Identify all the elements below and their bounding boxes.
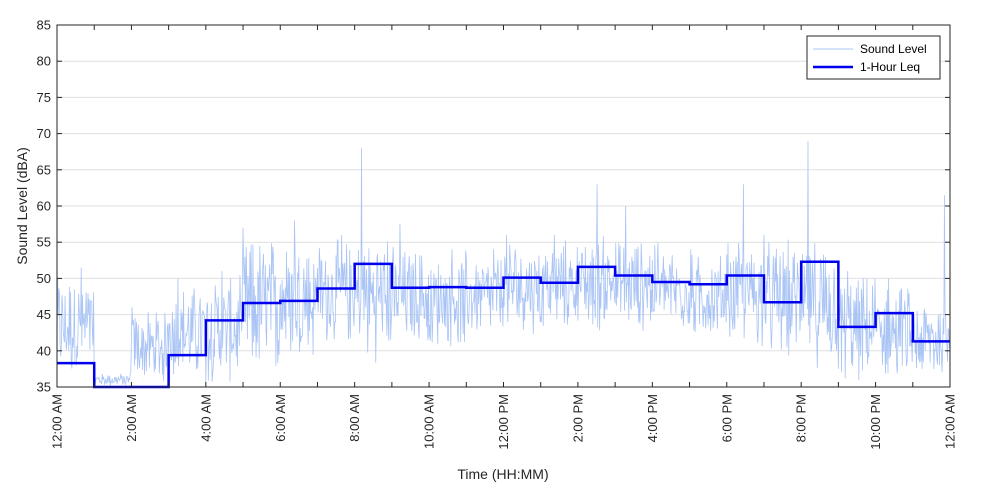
x-tick-label: 12:00 AM xyxy=(50,394,65,449)
x-tick-label: 6:00 AM xyxy=(273,394,288,442)
y-axis-label: Sound Level (dBA) xyxy=(14,147,30,265)
sound-level-series xyxy=(56,140,950,386)
y-tick-label: 55 xyxy=(37,235,51,250)
y-tick-label: 45 xyxy=(37,307,51,322)
y-tick-label: 40 xyxy=(37,343,51,358)
x-tick-label: 6:00 PM xyxy=(719,394,734,442)
axis-layer: 35 40 45 50 55 60 65 70 75 80 85 12:00 AM 2:00 AM 4:0… xyxy=(37,18,958,450)
x-tick-label: 10:00 PM xyxy=(868,394,883,450)
y-tick-label: 85 xyxy=(37,18,51,33)
leq-series xyxy=(57,260,950,389)
x-tick-label: 8:00 AM xyxy=(347,394,362,442)
y-tick-label: 80 xyxy=(37,54,51,69)
x-tick-label: 2:00 PM xyxy=(570,394,585,442)
legend-box xyxy=(806,35,941,80)
x-tick-label: 12:00 PM xyxy=(496,394,511,450)
x-tick-label: 10:00 AM xyxy=(422,394,437,449)
legend-label-sound-level: Sound Level xyxy=(860,42,927,56)
legend: Sound Level 1-Hour Leq xyxy=(806,35,941,80)
x-tick-label: 4:00 PM xyxy=(645,394,660,442)
y-tick-label: 70 xyxy=(37,126,51,141)
legend-label-leq: 1-Hour Leq xyxy=(860,60,920,74)
x-tick-label: 4:00 AM xyxy=(198,394,213,442)
y-tick-label: 65 xyxy=(37,162,51,177)
grid-layer xyxy=(57,60,950,352)
y-tick-label: 50 xyxy=(37,271,51,286)
y-tick-label: 35 xyxy=(37,380,51,395)
leq-step-line xyxy=(57,260,950,389)
x-tick-label: 8:00 PM xyxy=(794,394,809,442)
x-axis-label: Time (HH:MM) xyxy=(457,466,548,482)
x-tick-label: 2:00 AM xyxy=(124,394,139,442)
x-tick-label: 12:00 AM xyxy=(943,394,958,449)
sound-level-line xyxy=(56,140,950,386)
y-tick-label: 60 xyxy=(37,199,51,214)
y-tick-label: 75 xyxy=(37,90,51,105)
